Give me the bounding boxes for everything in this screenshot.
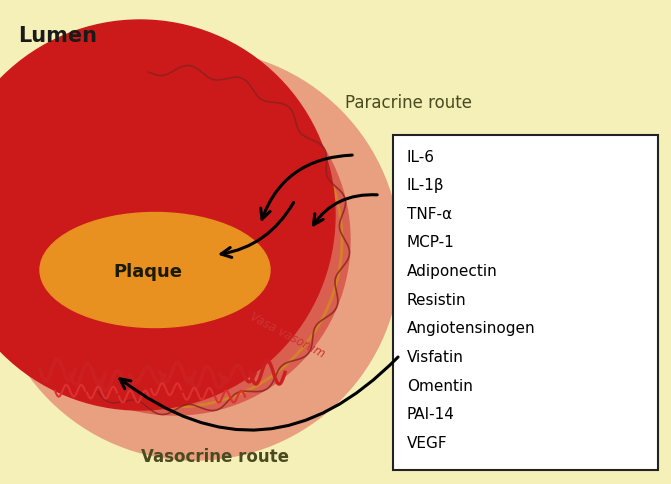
Text: Omentin: Omentin	[407, 378, 473, 393]
Ellipse shape	[40, 212, 270, 328]
Text: Angiotensinogen: Angiotensinogen	[407, 321, 535, 336]
Text: Vasocrine route: Vasocrine route	[141, 448, 289, 466]
Text: IL-1β: IL-1β	[407, 178, 445, 193]
Text: MCP-1: MCP-1	[407, 235, 455, 250]
Text: Lumen: Lumen	[18, 26, 97, 46]
Text: Plaque: Plaque	[113, 263, 183, 281]
Circle shape	[0, 65, 350, 415]
Text: VEGF: VEGF	[407, 436, 448, 451]
FancyBboxPatch shape	[393, 135, 658, 470]
Text: Paracrine route: Paracrine route	[345, 94, 472, 112]
Text: TNF-α: TNF-α	[407, 207, 452, 222]
Text: Adiponectin: Adiponectin	[407, 264, 498, 279]
Text: PAI-14: PAI-14	[407, 407, 455, 422]
Text: Resistin: Resistin	[407, 293, 466, 308]
Text: IL-6: IL-6	[407, 150, 435, 165]
Text: Vasa vasorum: Vasa vasorum	[248, 311, 327, 361]
Text: Visfatin: Visfatin	[407, 350, 464, 365]
Circle shape	[0, 50, 400, 460]
Circle shape	[0, 20, 335, 410]
